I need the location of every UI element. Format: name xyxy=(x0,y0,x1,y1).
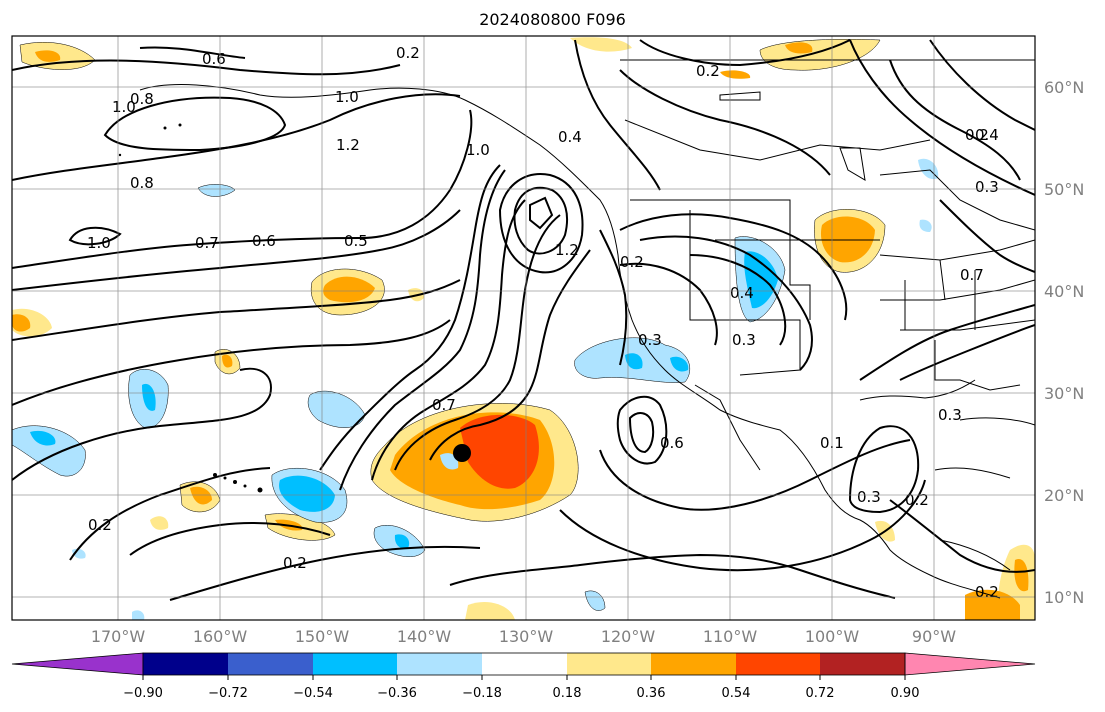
colorbar-extend-max xyxy=(904,652,1036,676)
contour-label: 0.2 xyxy=(620,253,644,271)
colorbar-tick: −0.72 xyxy=(208,686,248,701)
contour-label: 0.8 xyxy=(130,174,154,192)
contour-label: 0.8 xyxy=(130,90,154,108)
contour-label: 0.3 xyxy=(857,488,881,506)
contour-label: 0.2 xyxy=(905,491,929,509)
contour-label: 0.7 xyxy=(432,396,456,414)
contour-label: 0.3 xyxy=(638,331,662,349)
colorbar-tick: −0.36 xyxy=(377,686,417,701)
contour-label: 0.3 xyxy=(975,178,999,196)
contour-label: 1.2 xyxy=(555,241,579,259)
contours xyxy=(12,39,1035,601)
colorbar: −0.90 −0.72 −0.54 −0.36 −0.18 0.18 0.36 … xyxy=(11,652,1036,701)
storm-marker xyxy=(453,444,471,462)
contour-label: 0.6 xyxy=(202,50,226,68)
contour-labels: 0.2 0.6 1.0 0.8 1.0 1.2 0.8 1.0 0.7 0.6 … xyxy=(87,44,999,601)
colorbar-segment xyxy=(820,653,905,675)
colorbar-segment xyxy=(651,653,736,675)
colorbar-segment xyxy=(143,653,228,675)
lon-label: 170°W xyxy=(91,627,146,646)
lat-label: 20°N xyxy=(1044,486,1084,505)
colorbar-tick: −0.54 xyxy=(293,686,333,701)
lon-label: 120°W xyxy=(601,627,656,646)
lon-label: 110°W xyxy=(703,627,758,646)
contour-label: 0.7 xyxy=(960,266,984,284)
colorbar-tick: 0.90 xyxy=(891,686,920,701)
contour-label: 0.2 xyxy=(975,583,999,601)
contour-label: 0.4 xyxy=(558,128,582,146)
colorbar-segment xyxy=(397,653,482,675)
colorbar-tick: 0.36 xyxy=(637,686,666,701)
colorbar-tick: −0.18 xyxy=(462,686,502,701)
lat-label: 30°N xyxy=(1044,384,1084,403)
contour-label: 0.2 xyxy=(965,126,989,144)
colorbar-tick: 0.54 xyxy=(722,686,751,701)
lat-label: 60°N xyxy=(1044,78,1084,97)
colorbar-segment xyxy=(228,653,313,675)
contour-label: 0.4 xyxy=(975,126,999,144)
contour-label: 0.5 xyxy=(344,232,368,250)
lat-axis: 60°N 50°N 40°N 30°N 20°N 10°N xyxy=(1044,78,1084,607)
lon-label: 100°W xyxy=(805,627,860,646)
contour-label: 0.3 xyxy=(938,406,962,424)
colorbar-segment xyxy=(482,653,567,675)
lon-label: 90°W xyxy=(912,627,956,646)
contour-label: 0.7 xyxy=(195,234,219,252)
contour-label: 0.6 xyxy=(252,232,276,250)
colorbar-segment xyxy=(313,653,397,675)
map-frame xyxy=(11,35,1036,621)
map-title: 2024080800 F096 xyxy=(479,10,626,29)
contour-label: 1.0 xyxy=(335,88,359,106)
lat-label: 40°N xyxy=(1044,282,1084,301)
colorbar-segment xyxy=(736,653,820,675)
lon-label: 140°W xyxy=(397,627,452,646)
contour-label: 0.2 xyxy=(88,516,112,534)
gridlines xyxy=(12,36,1035,620)
contour-label: 0.2 xyxy=(396,44,420,62)
contour-label: 1.0 xyxy=(87,234,111,252)
colorbar-tick: −0.90 xyxy=(123,686,163,701)
contour-label: 1.0 xyxy=(466,141,490,159)
lat-label: 50°N xyxy=(1044,180,1084,199)
colorbar-extend-min xyxy=(11,652,144,676)
lon-label: 150°W xyxy=(295,627,350,646)
lon-label: 130°W xyxy=(499,627,554,646)
contour-label: 0.6 xyxy=(660,434,684,452)
colorbar-segment xyxy=(567,653,651,675)
islands xyxy=(118,123,263,493)
contour-label: 1.2 xyxy=(336,136,360,154)
contour-label: 0.2 xyxy=(696,62,720,80)
contour-label: 0.3 xyxy=(732,331,756,349)
colorbar-tick: 0.72 xyxy=(806,686,835,701)
lat-label: 10°N xyxy=(1044,588,1084,607)
colorbar-tick: 0.18 xyxy=(553,686,582,701)
contour-label: 0.2 xyxy=(283,554,307,572)
lon-label: 160°W xyxy=(193,627,248,646)
lon-axis: 170°W 160°W 150°W 140°W 130°W 120°W 110°… xyxy=(91,627,956,646)
contour-label: 0.4 xyxy=(730,284,754,302)
